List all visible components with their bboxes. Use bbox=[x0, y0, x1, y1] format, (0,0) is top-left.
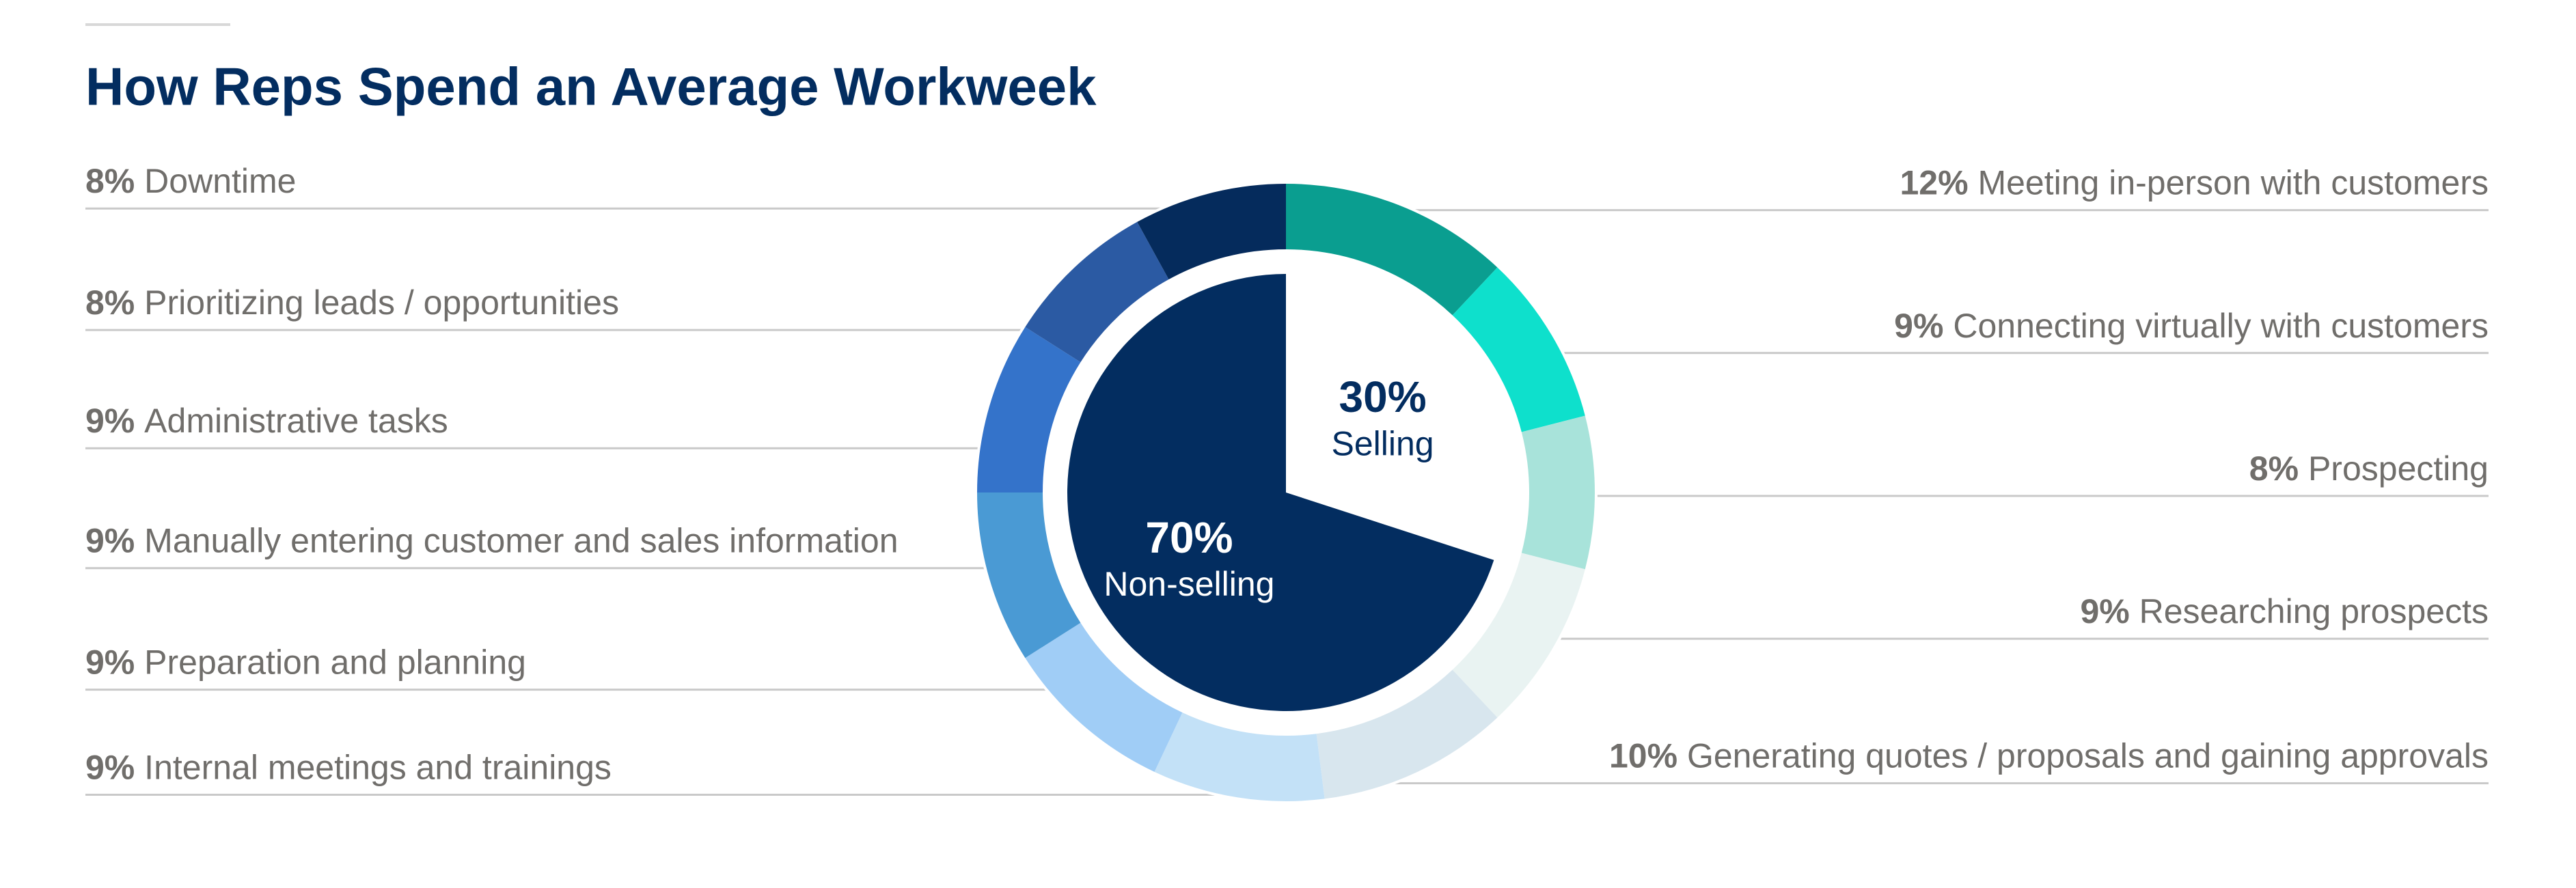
segment-label: 9% Researching prospects bbox=[2080, 592, 2489, 630]
labels: 12% Meeting in-person with customers 9% C… bbox=[85, 162, 2489, 786]
ring-segment bbox=[977, 492, 1081, 658]
ring-segment bbox=[1286, 184, 1498, 316]
donut: 30%Selling 70%Non-selling bbox=[974, 181, 1598, 804]
segment-percent: 8% bbox=[85, 283, 135, 322]
segment-percent: 9% bbox=[85, 643, 135, 682]
ring-segment bbox=[1025, 221, 1169, 363]
segment-name: Prioritizing leads / opportunities bbox=[144, 283, 619, 322]
ring-segment bbox=[1452, 553, 1585, 718]
segment-percent: 8% bbox=[85, 162, 135, 200]
segment-name: Connecting virtually with customers bbox=[1953, 307, 2489, 345]
pie-slice bbox=[1286, 274, 1505, 560]
segment-name: Administrative tasks bbox=[144, 402, 448, 440]
segment-label: 10% Generating quotes / proposals and ga… bbox=[1609, 737, 2489, 775]
segment-space bbox=[135, 643, 144, 682]
segment-name: Meeting in-person with customers bbox=[1977, 164, 2489, 202]
segment-name: Generating quotes / proposals and gainin… bbox=[1687, 737, 2489, 775]
ring-segment bbox=[1521, 415, 1595, 570]
segment-space bbox=[135, 749, 144, 787]
segment-percent: 9% bbox=[85, 522, 135, 560]
segment-label: 8% Downtime bbox=[85, 162, 296, 200]
segment-label: 8% Prioritizing leads / opportunities bbox=[85, 283, 619, 322]
segment-label: 8% Prospecting bbox=[2249, 449, 2489, 488]
segment-space bbox=[1943, 307, 1953, 345]
segment-space bbox=[135, 522, 144, 560]
segment-percent: 9% bbox=[85, 402, 135, 440]
ring-segment bbox=[1137, 184, 1286, 280]
segment-space bbox=[2299, 449, 2308, 488]
pie-label: Selling bbox=[1332, 424, 1434, 462]
segment-percent: 8% bbox=[2249, 449, 2299, 488]
segment-space bbox=[135, 283, 144, 322]
ring-segment bbox=[1154, 712, 1325, 801]
segment-name: Researching prospects bbox=[2139, 592, 2489, 630]
segment-label: 9% Administrative tasks bbox=[85, 402, 448, 440]
pie-percent: 70% bbox=[1145, 513, 1233, 562]
segment-percent: 9% bbox=[2080, 592, 2129, 630]
segment-name: Downtime bbox=[144, 162, 296, 200]
segment-space bbox=[1677, 737, 1687, 775]
segment-percent: 12% bbox=[1900, 164, 1968, 202]
segment-label: 9% Preparation and planning bbox=[85, 643, 526, 682]
segment-percent: 9% bbox=[85, 749, 135, 787]
pie-slice bbox=[1067, 274, 1494, 711]
segment-label: 12% Meeting in-person with customers bbox=[1900, 164, 2489, 202]
segment-label: 9% Internal meetings and trainings bbox=[85, 749, 612, 787]
ring-segment bbox=[977, 327, 1081, 492]
segment-name: Preparation and planning bbox=[144, 643, 526, 682]
segment-percent: 10% bbox=[1609, 737, 1677, 775]
segment-space bbox=[2130, 592, 2139, 630]
ring-segment bbox=[1025, 622, 1183, 772]
pie-percent: 30% bbox=[1339, 372, 1427, 421]
ring-segment bbox=[1452, 267, 1585, 432]
segment-space bbox=[135, 402, 144, 440]
ring-segment bbox=[1316, 669, 1498, 799]
segment-space bbox=[1969, 164, 1978, 202]
segment-name: Prospecting bbox=[2308, 449, 2489, 488]
segment-space bbox=[135, 162, 144, 200]
segment-percent: 9% bbox=[1894, 307, 1943, 345]
segment-label: 9% Connecting virtually with customers bbox=[1894, 307, 2489, 345]
segment-name: Internal meetings and trainings bbox=[144, 749, 612, 787]
pie-label: Non-selling bbox=[1104, 565, 1274, 603]
segment-label: 9% Manually entering customer and sales … bbox=[85, 522, 899, 560]
chart-title: How Reps Spend an Average Workweek bbox=[85, 57, 1097, 117]
segment-name: Manually entering customer and sales inf… bbox=[144, 522, 898, 560]
